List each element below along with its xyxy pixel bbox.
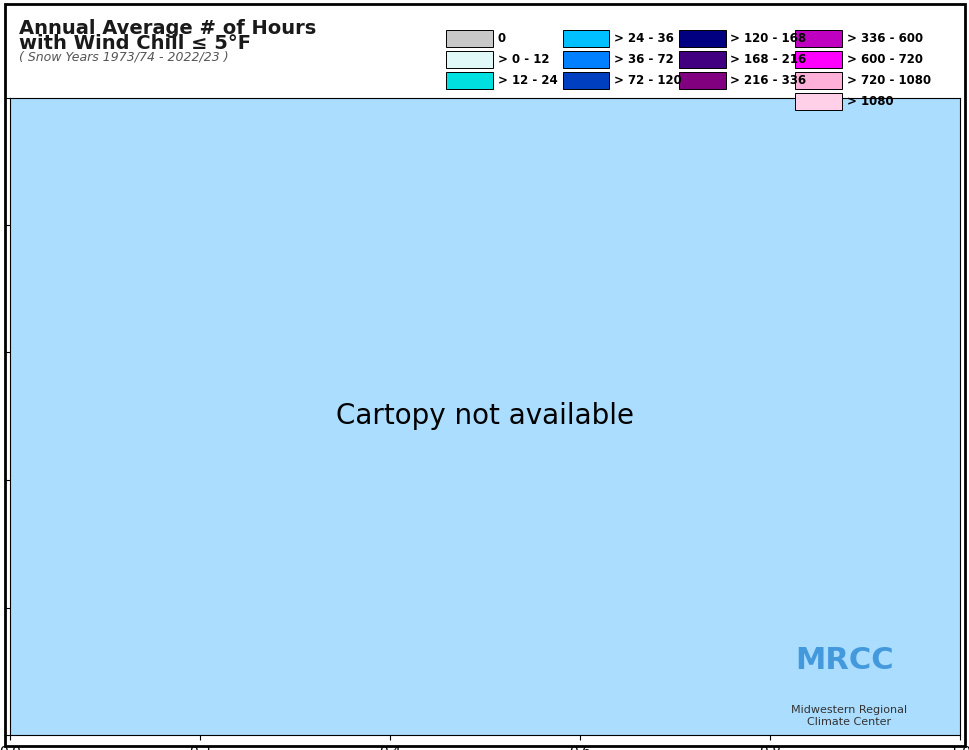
Text: MRCC: MRCC: [795, 646, 893, 675]
Text: Midwestern Regional
Climate Center: Midwestern Regional Climate Center: [790, 705, 906, 727]
Text: Annual Average # of Hours: Annual Average # of Hours: [19, 19, 316, 38]
Text: > 36 - 72: > 36 - 72: [613, 53, 673, 66]
Text: > 1080: > 1080: [846, 94, 892, 108]
Text: > 600 - 720: > 600 - 720: [846, 53, 922, 66]
Text: 0: 0: [497, 32, 505, 45]
Text: > 120 - 168: > 120 - 168: [730, 32, 805, 45]
Text: > 24 - 36: > 24 - 36: [613, 32, 673, 45]
Text: with Wind Chill ≤ 5°F: with Wind Chill ≤ 5°F: [19, 34, 251, 53]
Text: > 336 - 600: > 336 - 600: [846, 32, 922, 45]
Text: > 72 - 120: > 72 - 120: [613, 74, 681, 87]
Text: > 720 - 1080: > 720 - 1080: [846, 74, 930, 87]
Text: > 12 - 24: > 12 - 24: [497, 74, 557, 87]
Text: > 216 - 336: > 216 - 336: [730, 74, 805, 87]
Text: ( Snow Years 1973/74 - 2022/23 ): ( Snow Years 1973/74 - 2022/23 ): [19, 50, 229, 63]
Text: Cartopy not available: Cartopy not available: [335, 402, 634, 430]
Text: > 168 - 216: > 168 - 216: [730, 53, 806, 66]
Text: > 0 - 12: > 0 - 12: [497, 53, 548, 66]
